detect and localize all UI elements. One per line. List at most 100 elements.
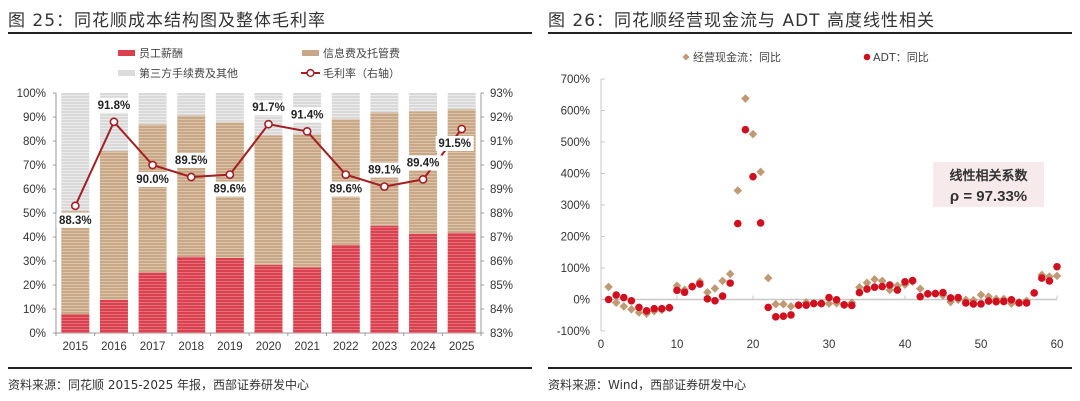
cashflow-point	[748, 129, 758, 139]
figure-title: 图 25：同花顺成本结构图及整体毛利率	[8, 11, 327, 31]
bar-segment-info-hosting-fee	[99, 151, 128, 300]
cashflow-point	[604, 282, 613, 292]
title-divider	[8, 32, 532, 34]
adt-point	[612, 291, 620, 299]
bar-segment-staff-pay	[409, 233, 438, 333]
x-tick-label: 2017	[140, 341, 166, 353]
y2-tick-label: 93%	[490, 88, 513, 100]
legend-label: ADT：同比	[873, 51, 929, 64]
y2-tick-label: 83%	[490, 328, 513, 340]
adt-point	[916, 292, 924, 301]
data-label-group: 89.6%	[210, 181, 249, 197]
adt-point	[680, 288, 689, 297]
data-label: 89.6%	[214, 184, 247, 196]
legend-marker-adt	[863, 53, 871, 61]
x-tick-label: 2021	[294, 341, 320, 353]
y-tick-label: 300%	[561, 200, 590, 212]
data-label-group: 91.4%	[288, 107, 327, 123]
y-tick-label: 50%	[23, 208, 46, 220]
cashflow-point	[756, 167, 765, 177]
y2-tick-label: 84%	[490, 304, 513, 316]
adt-point	[673, 286, 681, 295]
data-label: 88.3%	[59, 215, 92, 227]
adt-point	[893, 286, 902, 294]
cashflow-point	[703, 287, 712, 297]
y2-tick-label: 88%	[490, 208, 513, 220]
cashflow-point	[763, 273, 773, 283]
adt-point	[825, 293, 833, 302]
data-label: 91.5%	[438, 138, 471, 150]
bar-segment-staff-pay	[370, 225, 399, 333]
adt-point	[810, 299, 818, 308]
gross-margin-point	[225, 170, 235, 179]
data-label-group: 90.0%	[133, 172, 172, 187]
adt-point	[802, 301, 810, 309]
title-divider	[548, 32, 1072, 34]
y-tick-label: 80%	[23, 136, 46, 148]
cashflow-point	[976, 290, 986, 300]
adt-point	[962, 299, 970, 307]
cashflow-point	[741, 94, 750, 103]
figure-26-panel: 图 26：同花顺经营现金流与 ADT 高度线性相关 经营现金流：同比 ADT：同比…	[540, 0, 1080, 401]
y-tick-label: 0%	[29, 328, 46, 340]
gross-margin-point	[341, 170, 351, 179]
cashflow-point	[725, 269, 735, 279]
adt-point	[870, 283, 879, 292]
adt-point	[764, 303, 772, 312]
bar-segment-staff-pay	[331, 244, 360, 333]
adt-point	[863, 285, 871, 293]
adt-point	[658, 304, 666, 313]
adt-point	[749, 172, 757, 181]
bar-segment-staff-pay	[293, 267, 322, 333]
x-tick-label: 50	[975, 339, 988, 351]
adt-point	[1000, 297, 1008, 306]
x-tick-label: 20	[747, 339, 760, 351]
chart-legend: 经营现金流：同比 ADT：同比	[682, 50, 929, 64]
adt-point	[855, 288, 864, 297]
adt-point	[832, 296, 841, 304]
y-tick-label: -100%	[557, 326, 590, 338]
y2-tick-label: 87%	[490, 232, 513, 244]
data-label-bg	[288, 107, 327, 123]
cashflow-point	[1052, 271, 1062, 281]
adt-point	[908, 276, 917, 285]
data-label: 89.1%	[368, 165, 401, 177]
adt-point	[794, 301, 803, 309]
data-label-group: 91.5%	[435, 136, 474, 151]
data-label-bg	[326, 181, 365, 197]
gross-margin-point	[302, 126, 312, 136]
data-label-bg	[249, 100, 288, 116]
cashflow-point	[877, 276, 887, 286]
data-label-group: 89.1%	[365, 162, 404, 178]
data-label-bg	[94, 97, 133, 113]
gross-margin-point	[109, 117, 119, 127]
legend-label: 员工薪酬	[139, 47, 183, 60]
adt-point	[726, 279, 734, 287]
y2-tick-label: 85%	[490, 280, 513, 292]
data-label-group: 88.3%	[56, 212, 95, 228]
adt-point	[635, 303, 643, 312]
adt-point	[741, 125, 750, 134]
x-tick-label: 2020	[256, 341, 282, 353]
bar-segment-third-party-fee	[409, 93, 438, 112]
x-tick-label: 2024	[410, 341, 436, 353]
cashflow-point	[733, 186, 743, 195]
x-tick-label: 2016	[101, 341, 127, 353]
y2-tick-label: 90%	[490, 160, 513, 172]
data-label: 89.6%	[329, 184, 362, 196]
x-tick-label: 2019	[217, 341, 243, 353]
cashflow-point	[870, 275, 879, 284]
data-label-bg	[172, 153, 211, 168]
data-label: 89.4%	[407, 157, 440, 169]
y2-tick-label: 92%	[490, 112, 513, 124]
adt-point	[984, 297, 993, 305]
cashflow-point	[771, 299, 781, 309]
data-label-group: 91.8%	[94, 97, 133, 113]
y2-tick-label: 89%	[490, 184, 513, 196]
source-divider	[548, 367, 1072, 369]
y-tick-label: 400%	[561, 169, 590, 181]
adt-point	[954, 293, 962, 302]
annotation-title: 线性相关系数	[949, 168, 1028, 184]
x-tick-label: 10	[671, 339, 684, 351]
